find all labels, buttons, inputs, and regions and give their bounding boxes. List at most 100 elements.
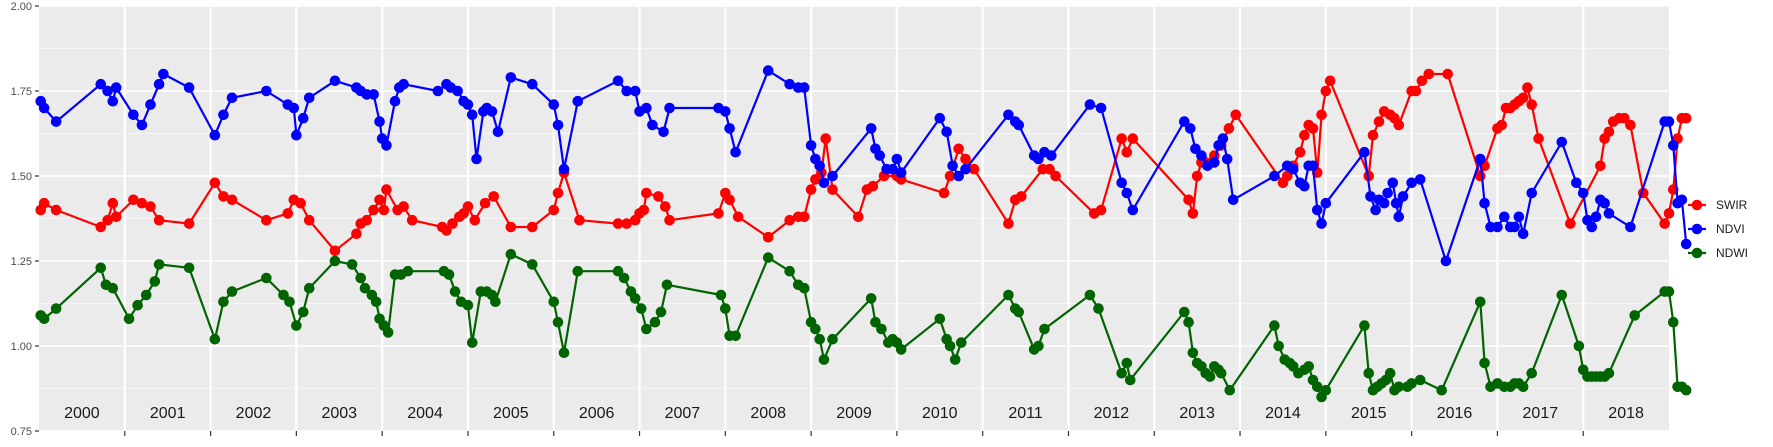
swir-point <box>378 204 390 216</box>
y-tick-label: 0.75 <box>11 426 32 438</box>
swir-point <box>1393 119 1405 131</box>
swir-point <box>852 211 864 223</box>
ndvi-point <box>730 146 741 158</box>
ndvi-point <box>452 85 463 97</box>
swir-point <box>641 187 652 199</box>
ndwi-point <box>1116 367 1127 379</box>
legend-key-point <box>1691 247 1703 259</box>
swir-point <box>548 204 560 216</box>
year-label: 2007 <box>665 405 701 422</box>
swir-point <box>361 214 373 226</box>
swir-point <box>1659 218 1671 229</box>
swir-point <box>1003 218 1014 229</box>
legend-label: NDVI <box>1716 222 1745 236</box>
ndvi-point <box>1299 180 1310 192</box>
ndwi-point <box>762 252 774 263</box>
ndwi-point <box>370 296 382 308</box>
swir-point <box>953 143 964 155</box>
ndwi-point <box>572 265 584 277</box>
ndwi-point <box>526 259 538 270</box>
ndvi-point <box>641 102 652 114</box>
swir-point <box>1367 129 1379 141</box>
ndwi-point <box>730 330 741 342</box>
ndvi-point <box>1116 177 1127 189</box>
ndvi-point <box>38 102 50 114</box>
ndvi-point <box>1359 146 1370 158</box>
ndvi-point <box>621 85 632 97</box>
swir-point <box>827 184 838 195</box>
ndvi-point <box>1196 150 1207 161</box>
ndvi-point <box>1046 150 1057 161</box>
ndvi-point <box>1121 187 1133 199</box>
swir-point <box>1565 218 1576 229</box>
ndvi-point <box>1084 99 1096 110</box>
ndvi-point <box>1227 194 1239 206</box>
ndvi-point <box>1509 221 1520 233</box>
ndvi-point <box>1393 211 1405 223</box>
ndwi-point <box>329 255 341 267</box>
ndwi-point <box>1183 316 1194 328</box>
ndvi-point <box>1667 140 1679 151</box>
swir-point <box>805 184 817 195</box>
swir-point <box>820 133 831 144</box>
ndvi-point <box>784 78 795 90</box>
y-axis: 0.75 1.00 1.25 1.50 1.75 2.00 <box>11 1 39 438</box>
ndvi-point <box>1474 153 1486 165</box>
ndwi-point <box>1680 384 1692 396</box>
ndwi-point <box>226 286 238 297</box>
ndvi-point <box>50 116 62 127</box>
ndwi-point <box>1556 289 1568 301</box>
ndwi-point <box>1121 357 1133 369</box>
swir-point <box>526 221 538 233</box>
ndwi-point <box>655 306 667 318</box>
ndvi-point <box>389 95 401 107</box>
swir-point <box>1320 85 1332 97</box>
ndvi-point <box>1184 123 1196 134</box>
ndvi-point <box>226 92 238 104</box>
swir-point <box>621 218 632 229</box>
ndwi-point <box>618 272 630 284</box>
ndwi-point <box>934 313 946 325</box>
swir-point <box>867 180 879 192</box>
ndwi-point <box>955 337 967 348</box>
swir-point <box>784 214 795 226</box>
ndvi-point <box>818 177 830 189</box>
year-label: 2013 <box>1179 405 1215 422</box>
ndwi-point <box>1320 384 1332 396</box>
swir-point <box>95 221 107 233</box>
year-label: 2016 <box>1437 405 1473 422</box>
ndvi-point <box>724 123 735 134</box>
ndvi-point <box>1513 211 1525 223</box>
ndvi-point <box>526 78 538 90</box>
year-label: 2004 <box>407 405 443 422</box>
ndvi-point <box>865 123 877 134</box>
swir-point <box>1121 146 1133 158</box>
ndvi-point <box>102 85 113 97</box>
ndwi-point <box>123 313 135 325</box>
ndwi-point <box>1573 340 1585 352</box>
swir-point <box>968 163 980 175</box>
ndwi-point <box>1474 296 1486 308</box>
ndvi-point <box>1526 187 1538 199</box>
ndvi-point <box>218 109 229 121</box>
series-layer <box>35 65 1692 403</box>
swir-point <box>447 218 458 229</box>
swir-point <box>183 218 195 229</box>
ndvi-point <box>1320 197 1332 209</box>
ndvi-point <box>891 153 903 165</box>
ndvi-point <box>1311 204 1323 216</box>
ndwi-point <box>462 299 474 311</box>
ndwi-point <box>443 269 455 280</box>
ndwi-point <box>1359 320 1370 331</box>
ndwi-point <box>810 323 821 335</box>
year-label: 2006 <box>579 405 615 422</box>
ndvi-point <box>658 126 669 138</box>
ndwi-point <box>1603 367 1615 379</box>
ndwi-point <box>635 303 647 314</box>
ndwi-point <box>346 259 358 270</box>
ndwi-point <box>1215 367 1227 379</box>
ndvi-point <box>1209 157 1220 168</box>
swir-point <box>1324 75 1336 87</box>
swir-point <box>1533 133 1544 144</box>
ndwi-point <box>355 272 367 284</box>
